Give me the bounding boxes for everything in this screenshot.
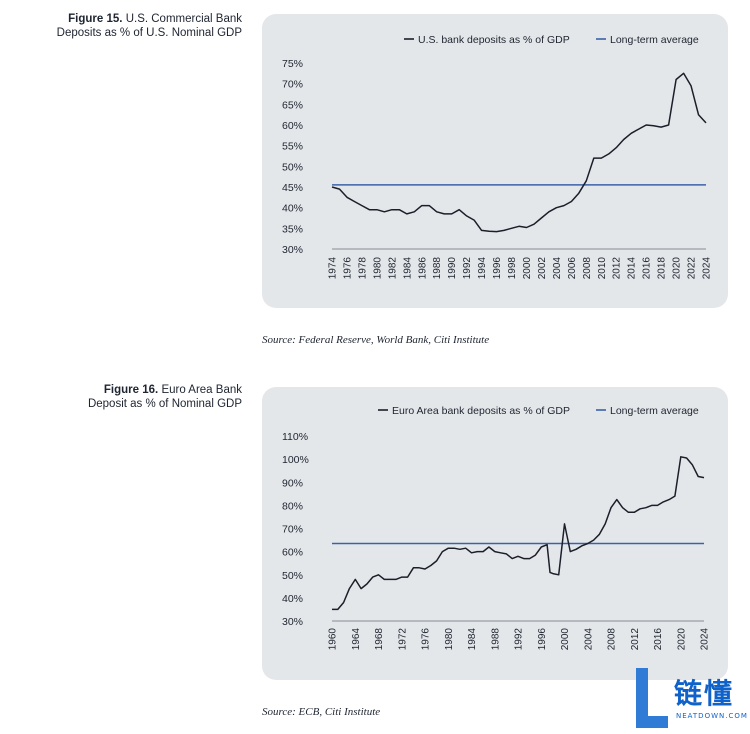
figure15-title-line1: U.S. Commercial Bank: [125, 13, 242, 25]
figure15-title-line2: Deposits as % of U.S. Nominal GDP: [56, 27, 242, 39]
x-tick-label: 1992: [514, 628, 525, 651]
y-tick-label: 65%: [282, 99, 303, 111]
x-tick-label: 1990: [447, 257, 458, 280]
x-tick-label: 1994: [477, 257, 488, 280]
legend-average-label: Long-term average: [610, 34, 699, 46]
y-tick-label: 80%: [282, 500, 303, 512]
y-tick-label: 30%: [282, 616, 303, 628]
brand-watermark: 链懂 NEATDOWN.COM: [632, 666, 750, 734]
x-tick-label: 1976: [421, 628, 432, 651]
y-tick-label: 60%: [282, 120, 303, 132]
y-tick-label: 45%: [282, 182, 303, 194]
figure16-number: Figure 16.: [103, 384, 159, 396]
figure15-source: Source: Federal Reserve, World Bank, Cit…: [262, 334, 490, 346]
figure15-chart: U.S. bank deposits as % of GDP Long-term …: [282, 34, 713, 280]
x-tick-label: 1998: [507, 257, 518, 280]
x-tick-label: 2002: [537, 257, 548, 280]
x-tick-label: 2010: [597, 257, 608, 280]
brand-logo-icon: [636, 668, 668, 728]
y-tick-label: 50%: [282, 161, 303, 173]
y-tick-label: 60%: [282, 547, 303, 559]
x-tick-label: 2004: [552, 257, 563, 280]
y-tick-label: 35%: [282, 223, 303, 235]
brand-name: 链懂: [674, 677, 735, 710]
figure15-chart-panel: U.S. bank deposits as % of GDP Long-term …: [262, 14, 728, 308]
x-tick-label: 1988: [432, 257, 443, 280]
x-tick-label: 2006: [567, 257, 578, 280]
x-tick-label: 1976: [342, 257, 353, 280]
x-tick-label: 1996: [537, 628, 548, 651]
x-tick-label: 1980: [372, 257, 383, 280]
x-tick-label: 1960: [328, 628, 339, 651]
figure15-title: Figure 15. U.S. Commercial Bank Deposits…: [0, 12, 242, 40]
x-tick-label: 2012: [612, 257, 623, 280]
x-tick-label: 2018: [657, 257, 668, 280]
y-tick-label: 70%: [282, 524, 303, 536]
y-tick-label: 70%: [282, 79, 303, 91]
x-tick-label: 2022: [687, 257, 698, 280]
x-tick-label: 2004: [583, 628, 594, 651]
series-line: [331, 72, 707, 233]
x-tick-label: 1984: [402, 257, 413, 280]
x-tick-label: 1972: [397, 628, 408, 651]
x-tick-label: 1968: [374, 628, 385, 651]
figure15-number: Figure 15.: [68, 13, 123, 25]
x-tick-label: 2020: [672, 257, 683, 280]
y-tick-label: 75%: [282, 58, 303, 70]
x-tick-label: 2024: [700, 628, 711, 651]
y-tick-label: 50%: [282, 570, 303, 582]
x-tick-label: 1974: [328, 257, 339, 280]
brand-url: NEATDOWN.COM: [676, 712, 748, 720]
x-tick-label: 2012: [630, 628, 641, 651]
x-tick-label: 1988: [490, 628, 501, 651]
x-tick-label: 1996: [492, 257, 503, 280]
y-tick-label: 30%: [282, 244, 303, 256]
legend-series-label: Euro Area bank deposits as % of GDP: [392, 405, 570, 417]
figure16-chart: Euro Area bank deposits as % of GDP Long-…: [282, 405, 711, 651]
x-tick-label: 2008: [582, 257, 593, 280]
legend-series-label: U.S. bank deposits as % of GDP: [418, 34, 570, 46]
y-tick-label: 100%: [282, 454, 309, 466]
x-tick-label: 2020: [676, 628, 687, 651]
figure16-chart-panel: Euro Area bank deposits as % of GDP Long-…: [262, 387, 728, 680]
series-line: [332, 456, 705, 611]
x-tick-label: 2016: [642, 257, 653, 280]
y-tick-label: 55%: [282, 141, 303, 153]
legend-average-label: Long-term average: [610, 405, 699, 417]
x-tick-label: 1984: [467, 628, 478, 651]
x-tick-label: 1982: [387, 257, 398, 280]
x-tick-label: 1992: [462, 257, 473, 280]
y-tick-label: 90%: [282, 477, 303, 489]
y-tick-label: 40%: [282, 203, 303, 215]
y-tick-label: 40%: [282, 593, 303, 605]
x-tick-label: 1986: [417, 257, 428, 280]
x-tick-label: 2016: [653, 628, 664, 651]
x-tick-label: 2008: [607, 628, 618, 651]
x-tick-label: 2000: [560, 628, 571, 651]
x-tick-label: 1964: [351, 628, 362, 651]
figure16-title-line2: Deposit as % of Nominal GDP: [87, 398, 242, 410]
x-tick-label: 1980: [444, 628, 455, 651]
figure16-title: Figure 16. Euro Area Bank Deposit as % o…: [0, 383, 242, 411]
figure16-title-line1: Euro Area Bank: [161, 384, 242, 396]
y-tick-label: 110%: [282, 431, 308, 443]
figure16-source: Source: ECB, Citi Institute: [262, 706, 381, 718]
x-tick-label: 2014: [627, 257, 638, 280]
x-tick-label: 1978: [357, 257, 368, 280]
x-tick-label: 2024: [702, 257, 713, 280]
x-tick-label: 2000: [522, 257, 533, 280]
